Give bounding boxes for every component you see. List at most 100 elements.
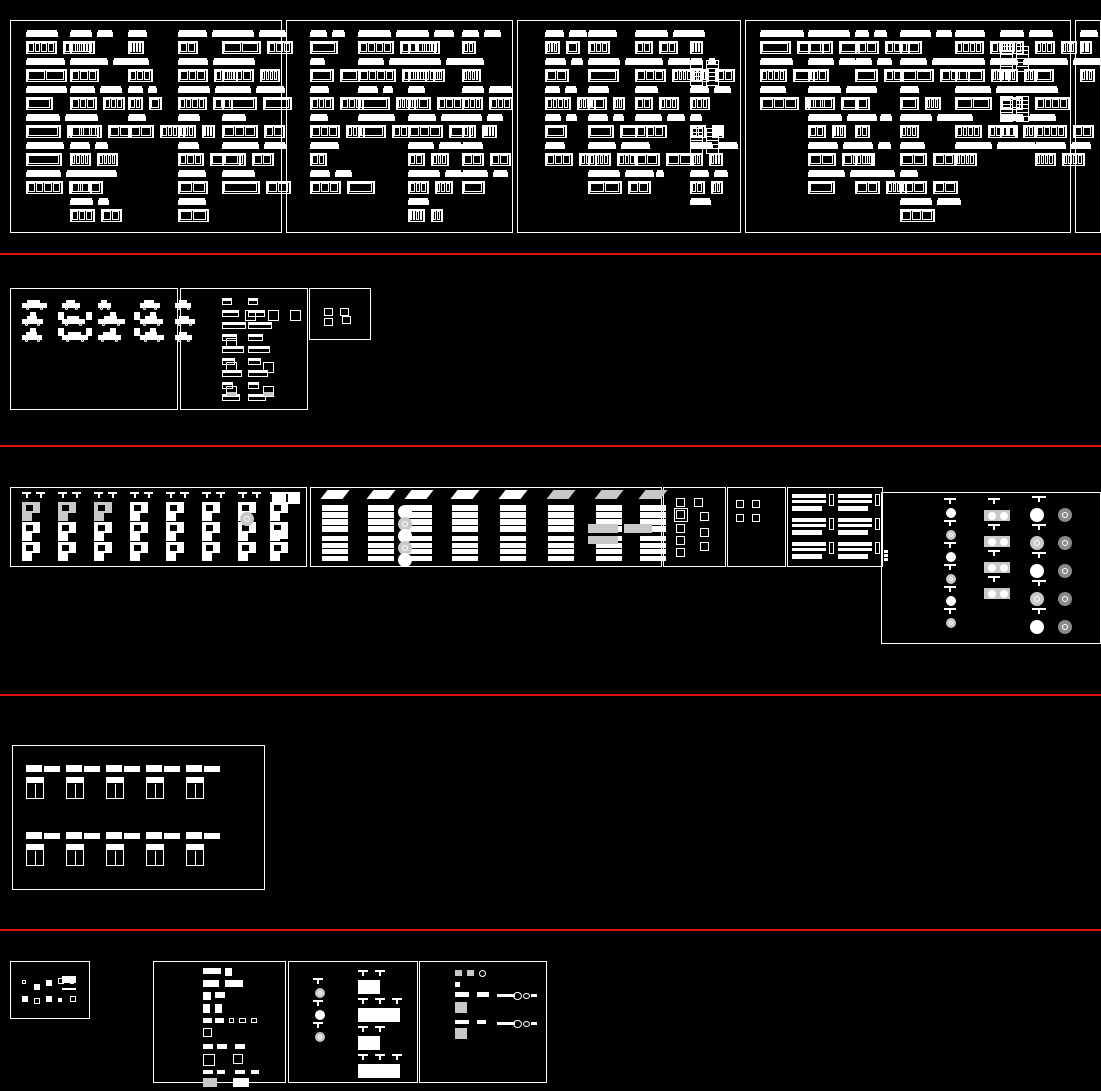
panel-vehicles[interactable]	[10, 288, 178, 410]
sofa-cushion	[619, 155, 624, 164]
sofa-arm-left	[432, 69, 435, 82]
sofa-arm-left	[808, 97, 810, 110]
sofa-back	[955, 41, 985, 43]
sofa-front	[462, 109, 484, 110]
sofa-body	[855, 116, 875, 121]
sofa-body	[26, 60, 65, 65]
sofa-back	[855, 153, 875, 155]
sofa-cushion	[401, 99, 405, 108]
vehicle-body	[175, 335, 192, 340]
sofa-back	[566, 41, 581, 43]
sofa-backrest	[311, 142, 338, 144]
bed-body-elev	[84, 835, 100, 839]
sofa-arm-left	[635, 97, 637, 110]
tap-handle	[513, 992, 522, 1000]
cabinet-right	[1016, 46, 1029, 72]
basin-block	[268, 310, 279, 321]
sofa-arm-left	[808, 41, 810, 54]
ws-desk-return	[130, 513, 140, 522]
ws-desk-return	[22, 533, 32, 542]
basin-block	[226, 386, 237, 397]
vehicle-body	[62, 319, 86, 324]
sofa-cushion	[969, 43, 976, 52]
desk-drawer	[368, 549, 394, 554]
sofa-backrest	[856, 86, 876, 88]
sofa-front	[1000, 109, 1024, 110]
sofa-backrest	[223, 170, 255, 172]
sofa-backrest	[1023, 58, 1038, 60]
sofa-arm-right	[648, 181, 651, 194]
table-base	[990, 514, 994, 518]
kitchen-knob	[251, 1018, 257, 1023]
sofa-front	[432, 81, 446, 82]
panel-beds[interactable]	[12, 745, 265, 890]
ws-cutout	[25, 545, 34, 551]
sofa-arm-right	[450, 181, 453, 194]
sofa-arm-right	[1093, 69, 1096, 82]
bed-body-elev	[124, 835, 140, 839]
sofa-backrest	[484, 30, 501, 32]
sofa-cushion	[822, 155, 834, 164]
sofa-front	[70, 81, 99, 82]
sofa-arm-left	[67, 125, 70, 138]
table-top	[988, 590, 996, 598]
sofa-arm-right	[1089, 41, 1092, 54]
sofa-cushion	[430, 43, 437, 52]
figure-body	[86, 328, 92, 336]
sofa-body	[128, 116, 147, 121]
sofa-back	[955, 125, 982, 127]
sofa-cushion	[837, 127, 840, 136]
bed-centre-line	[75, 784, 76, 798]
sofa-body	[855, 60, 873, 65]
sofa-cushion	[410, 211, 413, 220]
sofa-cushion	[1050, 127, 1057, 136]
sofa-cushion	[547, 127, 565, 136]
panel-taps-and-valves[interactable]	[419, 961, 547, 1083]
rect-table-block	[984, 588, 1010, 599]
sofa-cushion	[694, 43, 697, 52]
desk-drawer	[548, 519, 574, 525]
sofa-cushion	[504, 99, 510, 108]
sofa-cushion	[644, 43, 651, 52]
sofa-body	[855, 32, 869, 37]
panel-sofas-armchairs-b[interactable]	[286, 20, 513, 233]
panel-kitchen-units[interactable]	[153, 961, 286, 1083]
sofa-arm-left	[430, 209, 433, 222]
panel-sofas-armchairs-c[interactable]	[517, 20, 741, 233]
kitchen-base-unit	[235, 1044, 245, 1049]
sofa-cushion	[269, 43, 276, 52]
sofa-arm-right	[213, 125, 216, 138]
panel-lamps-and-stands[interactable]	[288, 961, 418, 1083]
vehicle-cabin	[67, 332, 81, 336]
sofa-cushion	[547, 99, 552, 108]
sofa-cushion	[702, 99, 707, 108]
sofa-cushion	[886, 71, 893, 80]
panel-sofas-armchairs-d[interactable]	[745, 20, 1071, 233]
desk-drawer	[548, 542, 574, 548]
small-fixture-block	[46, 980, 52, 986]
sofa-backrest	[901, 58, 927, 60]
panel-misc-small[interactable]	[309, 288, 371, 340]
sofa-arm-right	[604, 97, 607, 110]
sofa-arm-right	[236, 69, 239, 82]
sofa-cushion	[970, 155, 974, 164]
counter-block	[62, 976, 76, 983]
sofa-arm-left	[900, 181, 902, 194]
sofa-front	[408, 53, 440, 54]
panel-small-fixtures[interactable]	[10, 961, 90, 1019]
sofa-arm-right	[152, 125, 155, 138]
sofa-back	[97, 153, 119, 155]
panel-office-plan-b[interactable]	[727, 487, 786, 567]
panel-workstation-clusters[interactable]	[10, 487, 307, 567]
panel-conference-tables[interactable]	[787, 487, 883, 567]
sofa-back	[545, 97, 572, 99]
sofa-backrest	[71, 30, 92, 32]
sofa-arm-right	[594, 153, 597, 166]
panel-sanitary-fixtures[interactable]	[180, 288, 308, 410]
sofa-back	[222, 69, 255, 71]
sofa-front	[70, 221, 95, 222]
bed-body-elev	[26, 834, 42, 839]
sofa-back	[178, 41, 198, 43]
chair-seat	[317, 1002, 319, 1006]
sofa-body	[877, 172, 896, 177]
